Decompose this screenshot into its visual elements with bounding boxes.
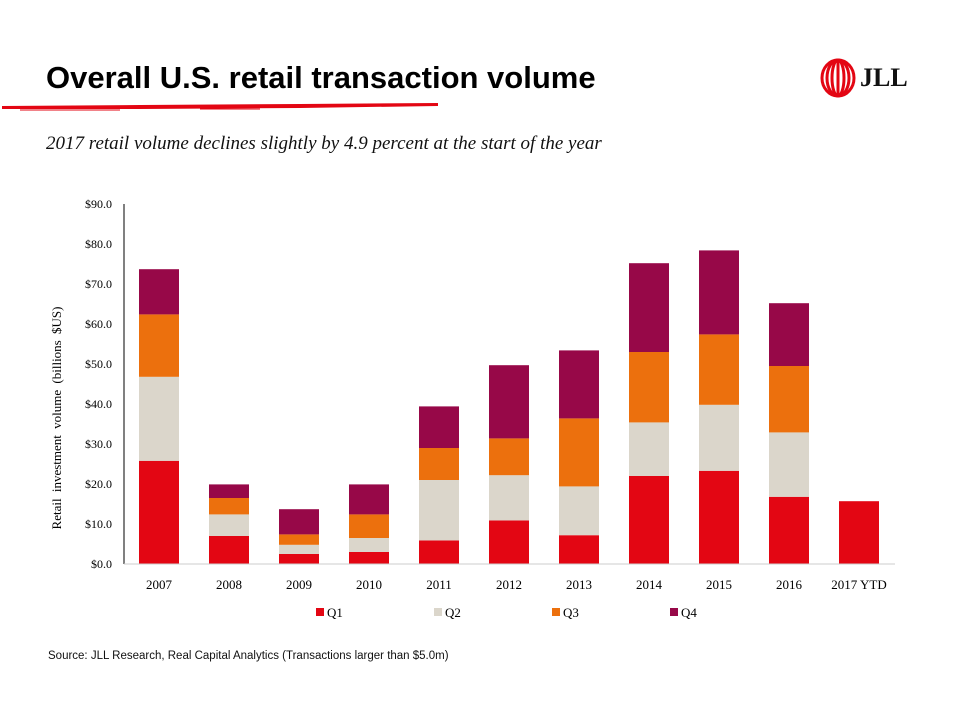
legend-label-q3: Q3 (563, 605, 579, 620)
bar-q1-2011 (419, 540, 459, 564)
bar-q2-2016 (769, 432, 809, 497)
bar-q4-2014 (629, 263, 669, 352)
bar-q3-2008 (209, 498, 249, 515)
bar-q3-2015 (699, 334, 739, 405)
x-tick-label: 2012 (496, 577, 522, 592)
bar-q1-2012 (489, 520, 529, 564)
x-tick-label: 2010 (356, 577, 382, 592)
bar-q1-2008 (209, 536, 249, 564)
jll-ribbon-icon (820, 58, 856, 98)
legend-swatch-q3 (552, 608, 560, 616)
y-tick-label: $90.0 (85, 197, 112, 211)
bar-q2-2012 (489, 475, 529, 521)
y-tick-label: $40.0 (85, 397, 112, 411)
bar-q2-2015 (699, 404, 739, 471)
bar-q2-2008 (209, 514, 249, 536)
x-tick-label: 2007 (146, 577, 173, 592)
legend-swatch-q1 (316, 608, 324, 616)
legend-label-q4: Q4 (681, 605, 697, 620)
bar-q1-2017-ytd (839, 501, 879, 564)
x-tick-label: 2016 (776, 577, 803, 592)
bar-q2-2007 (139, 376, 179, 461)
bar-q4-2007 (139, 269, 179, 315)
bar-q2-2009 (279, 544, 319, 554)
y-axis-label: Retail investment volume (billions $US) (49, 307, 64, 530)
x-tick-label: 2008 (216, 577, 242, 592)
legend-swatch-q4 (670, 608, 678, 616)
source-note: Source: JLL Research, Real Capital Analy… (48, 650, 449, 662)
bar-q4-2013 (559, 350, 599, 419)
stacked-bar-chart: $0.0 $10.0 $20.0 $30.0 $40.0 $50.0 $60.0 $70.0 $… (49, 197, 895, 620)
x-tick-label: 2017 YTD (831, 577, 887, 592)
legend-label-q1: Q1 (327, 605, 343, 620)
bar-q1-2013 (559, 535, 599, 564)
bar-q4-2012 (489, 365, 529, 439)
y-tick-label: $20.0 (85, 477, 112, 491)
bar-q1-2010 (349, 552, 389, 564)
x-tick-label: 2013 (566, 577, 592, 592)
bar-q3-2013 (559, 418, 599, 487)
bar-q1-2007 (139, 460, 179, 564)
bar-q3-2014 (629, 352, 669, 423)
bar-q1-2014 (629, 476, 669, 564)
y-tick-label: $60.0 (85, 317, 112, 331)
bar-q4-2009 (279, 509, 319, 535)
bar-q3-2007 (139, 314, 179, 377)
page-title: Overall U.S. retail transaction volume (46, 60, 596, 95)
x-tick-label: 2011 (426, 577, 452, 592)
bar-q3-2010 (349, 514, 389, 538)
bar-q4-2011 (419, 406, 459, 448)
jll-logo: JLL (820, 58, 908, 98)
bar-q3-2009 (279, 534, 319, 545)
y-tick-label: $30.0 (85, 437, 112, 451)
legend-label-q2: Q2 (445, 605, 461, 620)
bar-q1-2009 (279, 554, 319, 564)
x-tick-label: 2009 (286, 577, 312, 592)
bar-q2-2010 (349, 538, 389, 552)
y-tick-label: $0.0 (91, 557, 112, 571)
y-tick-label: $70.0 (85, 277, 112, 291)
y-tick-label: $50.0 (85, 357, 112, 371)
bar-q4-2015 (699, 250, 739, 335)
bar-q2-2013 (559, 486, 599, 536)
y-tick-label: $80.0 (85, 237, 112, 251)
y-tick-label: $10.0 (85, 517, 112, 531)
bar-q2-2011 (419, 480, 459, 541)
bar-q1-2016 (769, 496, 809, 564)
bar-q3-2011 (419, 448, 459, 480)
x-tick-label: 2015 (706, 577, 732, 592)
bar-q4-2016 (769, 303, 809, 366)
bar-q3-2012 (489, 438, 529, 476)
bar-q2-2014 (629, 422, 669, 476)
legend-swatch-q2 (434, 608, 442, 616)
bar-q4-2010 (349, 484, 389, 515)
logo-text: JLL (860, 63, 908, 92)
x-tick-label: 2014 (636, 577, 663, 592)
bar-q3-2016 (769, 366, 809, 433)
red-brush-underline (2, 103, 438, 111)
bar-q4-2008 (209, 484, 249, 498)
subtitle: 2017 retail volume declines slightly by … (46, 133, 602, 154)
bar-q1-2015 (699, 470, 739, 564)
